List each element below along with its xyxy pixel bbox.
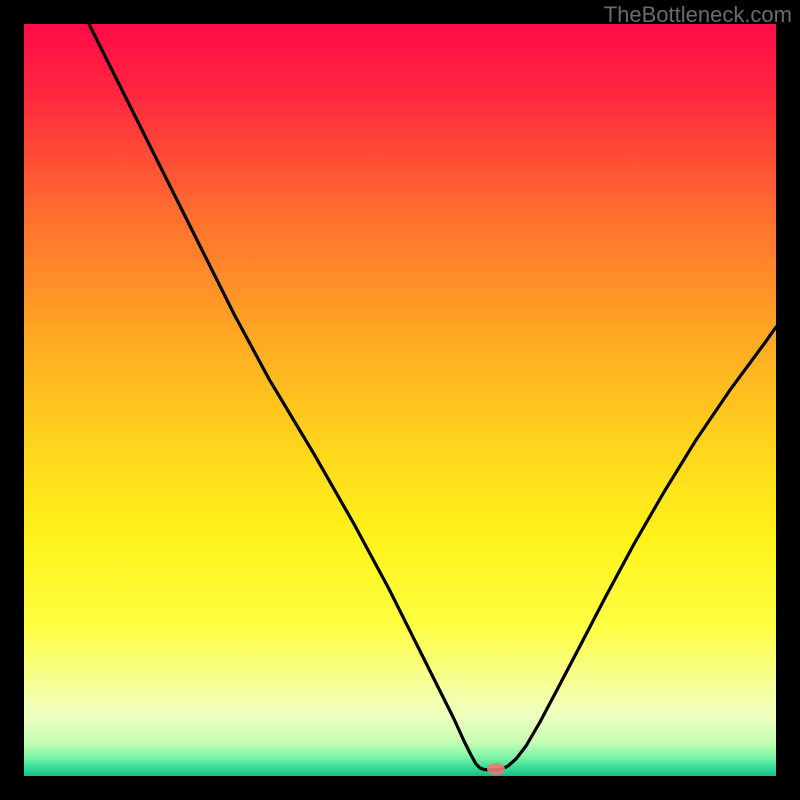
- gradient-rect: [24, 24, 776, 776]
- optimal-marker: [487, 763, 505, 775]
- plot-area: [24, 24, 776, 776]
- watermark-text: TheBottleneck.com: [604, 2, 792, 28]
- chart-frame: TheBottleneck.com: [0, 0, 800, 800]
- chart-svg: [24, 24, 776, 776]
